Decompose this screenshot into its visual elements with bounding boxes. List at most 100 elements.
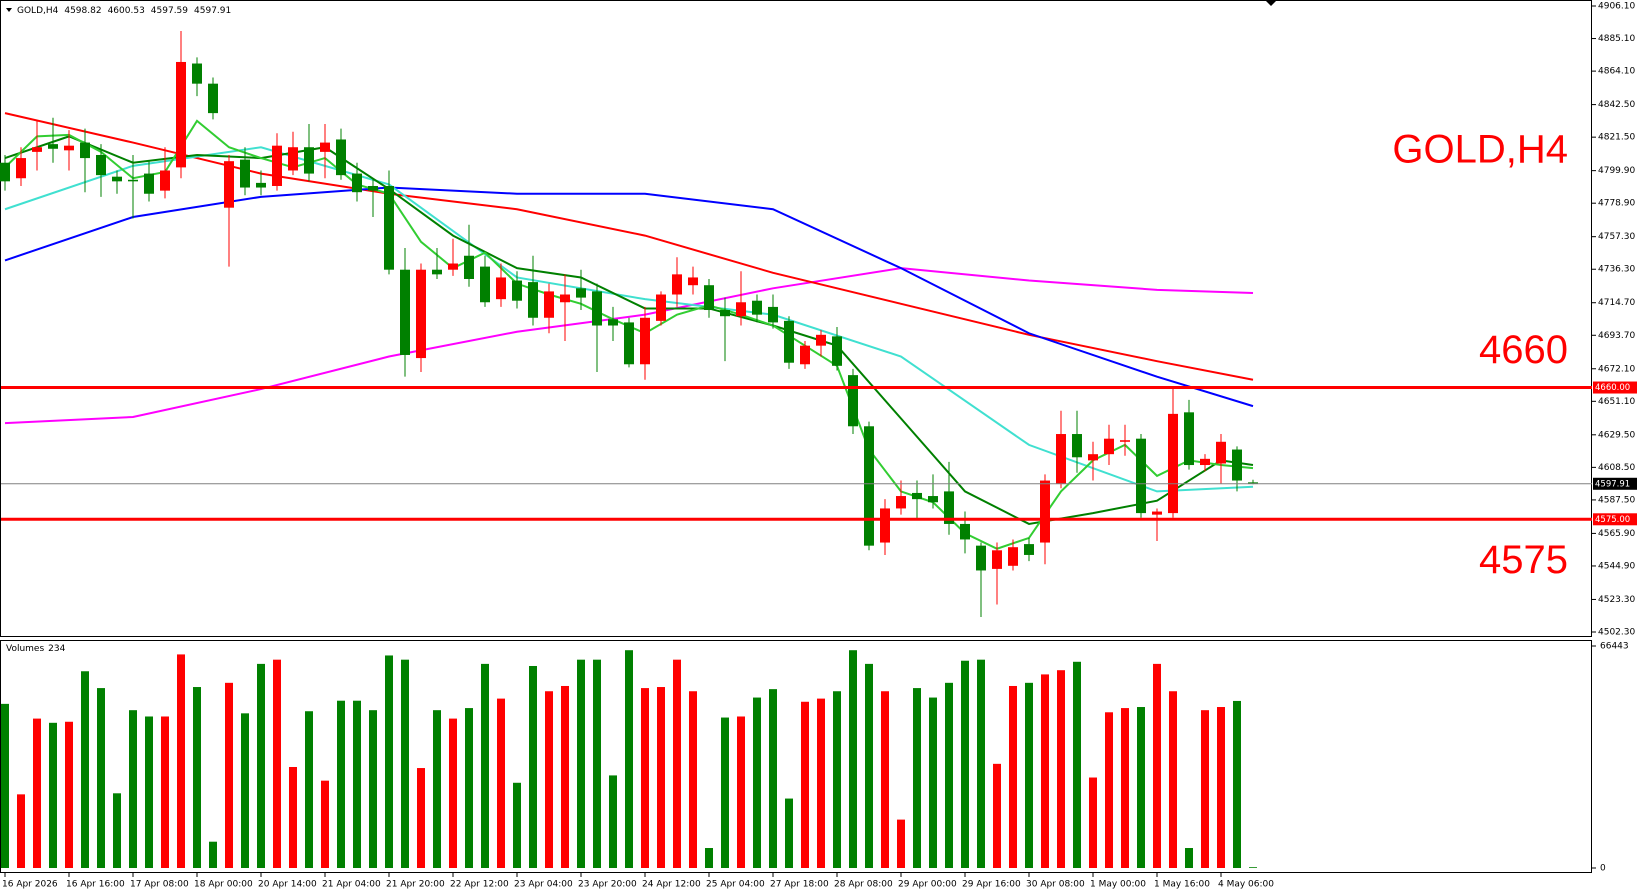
volume-bar xyxy=(1,703,9,868)
candle-body xyxy=(752,300,762,315)
candle-body xyxy=(352,173,362,193)
candle-body xyxy=(368,185,378,191)
y-tick-label: 4523.30 xyxy=(1598,595,1635,605)
candle-body xyxy=(640,317,650,365)
volume-bar xyxy=(337,700,345,868)
volume-bar xyxy=(529,665,537,868)
candle-body xyxy=(272,145,282,186)
y-tick-label: 4714.70 xyxy=(1598,298,1635,308)
volume-bar xyxy=(705,848,713,868)
candle-body xyxy=(336,139,346,176)
quote-value: 4600.53 xyxy=(108,6,145,16)
candle-body xyxy=(384,185,394,270)
y-tick-label: 4608.50 xyxy=(1598,463,1635,473)
volume-bar xyxy=(353,700,361,868)
x-tick-label: 20 Apr 14:00 xyxy=(258,880,317,890)
volume-bar xyxy=(241,713,249,868)
x-tick-label: 25 Apr 04:00 xyxy=(706,880,765,890)
candle-body xyxy=(64,145,74,151)
y-tick-label: 4693.70 xyxy=(1598,331,1635,341)
volume-bar xyxy=(497,698,505,868)
volume-bar xyxy=(849,650,857,868)
candle-body xyxy=(224,161,234,208)
price-tag xyxy=(1593,513,1637,526)
candle-body xyxy=(832,336,842,366)
candle-body xyxy=(816,334,826,346)
candle-body xyxy=(880,508,890,543)
volume-bar xyxy=(1137,707,1145,868)
volume-bar xyxy=(545,691,553,868)
candle-body xyxy=(528,282,538,318)
volume-bar xyxy=(513,782,521,868)
volume-bar xyxy=(81,671,89,868)
x-tick-label: 1 May 00:00 xyxy=(1090,880,1146,890)
volume-bar xyxy=(385,655,393,868)
price-tag-label: 4575.00 xyxy=(1595,515,1630,525)
volume-bar xyxy=(625,650,633,868)
candle-body xyxy=(560,294,570,303)
volume-bar xyxy=(737,716,745,868)
y-tick-label: 4757.30 xyxy=(1598,232,1635,242)
volume-bar xyxy=(1185,848,1193,868)
y-tick-label: 4565.90 xyxy=(1598,529,1635,539)
candle-body xyxy=(960,523,970,540)
candle-body xyxy=(768,306,778,323)
x-tick-label: 29 Apr 16:00 xyxy=(962,880,1021,890)
volume-bar xyxy=(209,841,217,868)
y-tick-label: 4778.90 xyxy=(1598,199,1635,209)
candle-body xyxy=(848,375,858,427)
x-tick-label: 24 Apr 12:00 xyxy=(642,880,701,890)
y-tick-label: 4821.50 xyxy=(1598,133,1635,143)
candle-body xyxy=(784,320,794,363)
volume-bar xyxy=(465,708,473,868)
candle-body xyxy=(1104,438,1114,455)
candle-body xyxy=(1088,454,1098,461)
price-panel xyxy=(0,0,1592,637)
volume-bar xyxy=(769,689,777,868)
volume-name: Volumes xyxy=(6,644,44,654)
volume-bar xyxy=(1057,670,1065,868)
candle-body xyxy=(112,176,122,182)
candle-body xyxy=(304,147,314,174)
volume-bar xyxy=(289,766,297,868)
volume-bar xyxy=(145,716,153,868)
candle-body xyxy=(1200,458,1210,466)
candle-body xyxy=(992,550,1002,569)
candle-body xyxy=(480,266,490,303)
candle-body xyxy=(192,63,202,84)
y-tick-label: 4842.50 xyxy=(1598,100,1635,110)
y-tick-label: 4906.10 xyxy=(1598,2,1635,12)
candle-body xyxy=(1072,434,1082,458)
volume-bar xyxy=(1249,867,1257,868)
volume-bar xyxy=(945,682,953,868)
volume-bar xyxy=(273,659,281,868)
volume-bar xyxy=(1041,674,1049,868)
volume-bar xyxy=(321,780,329,868)
candle-body xyxy=(1008,547,1018,566)
symbol: GOLD,H4 xyxy=(17,6,59,16)
price-tag-label: 4660.00 xyxy=(1595,383,1630,393)
chart-header: GOLD,H4 4598.82 4600.53 4597.59 4597.91 xyxy=(17,6,231,16)
y-tick-label: 4544.90 xyxy=(1598,561,1635,571)
volume-bar xyxy=(33,718,41,868)
candle-body xyxy=(544,291,554,318)
volume-bar xyxy=(1169,691,1177,868)
quote-value: 4598.82 xyxy=(64,6,101,16)
candle-body xyxy=(1232,449,1242,481)
candle-body xyxy=(688,277,698,286)
volume-bar xyxy=(65,721,73,868)
menu-arrow xyxy=(6,8,12,12)
volume-bar xyxy=(97,688,105,868)
y-tick-label: 4502.30 xyxy=(1598,628,1635,638)
x-tick-label: 1 May 16:00 xyxy=(1154,880,1210,890)
shift-marker xyxy=(1266,1,1276,6)
quote-value: 4597.91 xyxy=(194,6,231,16)
level-label: 4660 xyxy=(1479,328,1568,372)
candle-body xyxy=(512,280,522,301)
candle-body xyxy=(32,147,42,152)
volume-bar xyxy=(753,697,761,868)
x-tick-label: 16 Apr 16:00 xyxy=(66,880,125,890)
volume-bar xyxy=(897,819,905,868)
candle-body xyxy=(1184,412,1194,466)
candle-body xyxy=(976,545,986,571)
